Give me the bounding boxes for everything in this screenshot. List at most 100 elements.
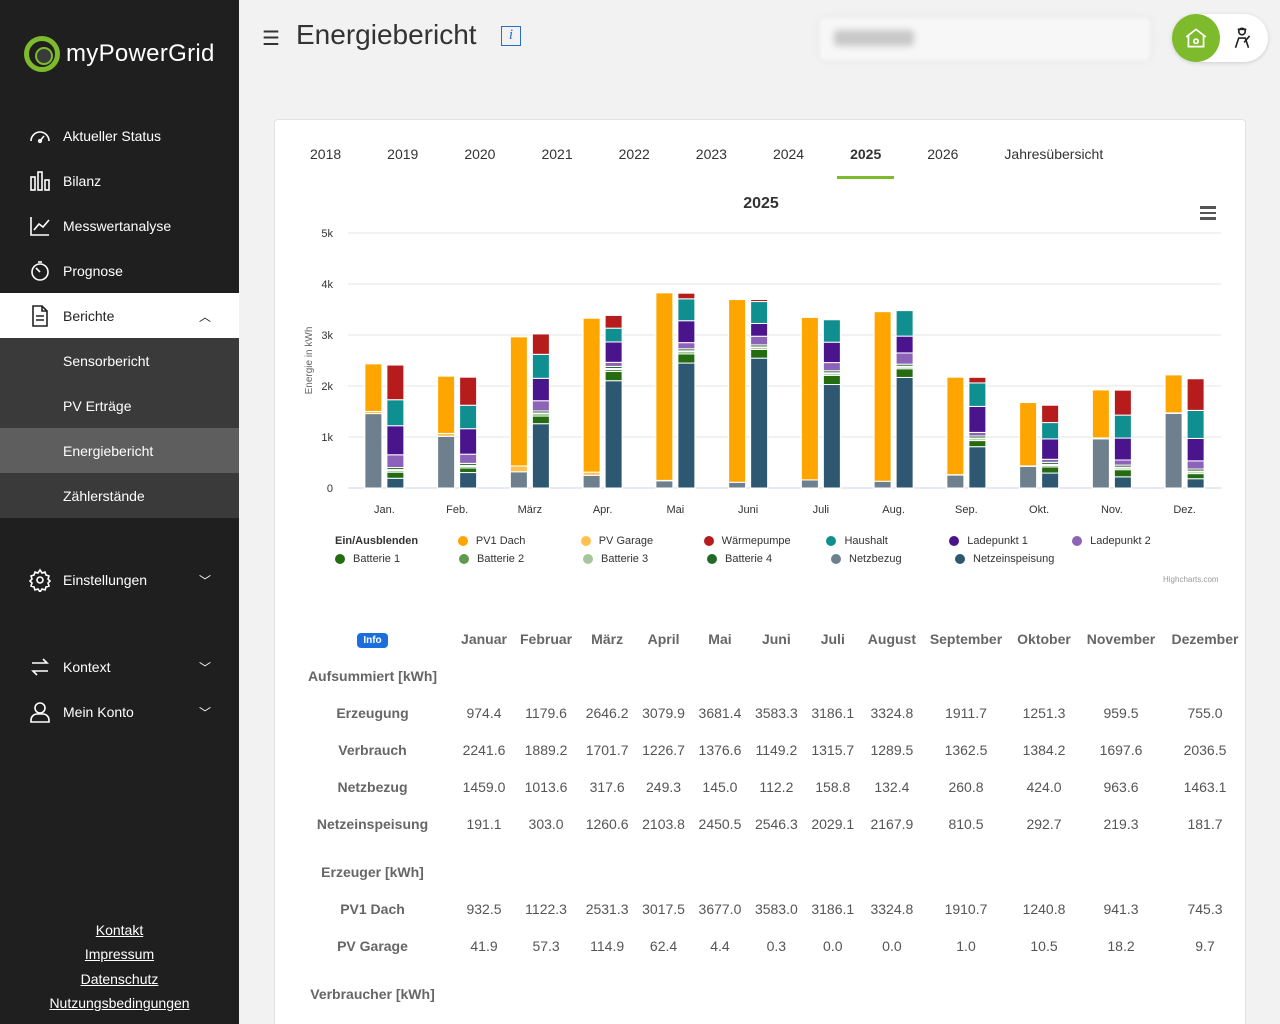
empty-cell <box>572 657 642 694</box>
nav-item-berichte[interactable]: Berichte ︿ <box>0 293 239 338</box>
table-cell: 1.0 <box>956 937 976 954</box>
legend-item[interactable]: PV1 Dach <box>457 532 581 550</box>
legend-dot-icon <box>831 554 841 564</box>
legend-item[interactable]: Haushalt <box>826 532 949 550</box>
legend-dot-icon <box>826 536 837 546</box>
tab-jahresübersicht[interactable]: Jahresübersicht <box>1004 146 1104 162</box>
bar-segment <box>1186 460 1205 470</box>
nav-item-einstellungen[interactable]: Einstellungen ﹀ <box>0 557 239 602</box>
legend-item[interactable]: Wärmepumpe <box>703 532 827 550</box>
bar-segment <box>437 375 456 434</box>
gauge-icon <box>28 124 52 148</box>
y-tick-label: 0 <box>327 483 333 495</box>
link-kontakt[interactable]: Kontakt <box>95 921 144 938</box>
bar-segment <box>946 376 965 476</box>
table-cell: 249.3 <box>646 778 682 795</box>
section-title: Verbraucher [kWh] <box>310 985 435 1002</box>
table-cell: 3079.9 <box>642 704 685 721</box>
bar-segment <box>822 319 841 343</box>
bar-segment <box>750 357 769 489</box>
home-icon[interactable] <box>1172 14 1220 62</box>
bar-chart-icon <box>28 169 52 193</box>
sub-item-energiebericht[interactable]: Energiebericht <box>0 428 239 473</box>
month-header: März <box>591 630 624 647</box>
month-header: Januar <box>461 630 507 647</box>
empty-cell <box>798 975 868 1012</box>
nav-item-kontext[interactable]: Kontext ﹀ <box>0 644 239 689</box>
bar-segment <box>1041 422 1060 440</box>
legend-item[interactable]: Ladepunkt 1 <box>949 532 1072 550</box>
y-axis-label: Energie in kWh <box>304 327 315 395</box>
legend-label: Batterie 2 <box>477 553 525 565</box>
table-corner: Info <box>297 620 448 657</box>
x-tick-label: Feb. <box>446 504 468 516</box>
empty-cell <box>755 853 798 890</box>
tab-2021[interactable]: 2021 <box>541 146 573 162</box>
chevron-down-icon: ﹀ <box>198 706 211 720</box>
section-title: Erzeuger [kWh] <box>321 863 424 880</box>
table-cell: 2546.3 <box>754 815 798 832</box>
mode-toggle[interactable] <box>1172 14 1268 62</box>
legend-item[interactable]: Batterie 4 <box>707 550 831 568</box>
context-selector[interactable] <box>820 18 1150 60</box>
page-title: Energiebericht <box>296 19 477 50</box>
empty-cell <box>916 853 1016 890</box>
legend-item[interactable]: Batterie 1 <box>335 550 459 568</box>
chart-credits[interactable]: Highcharts.com <box>1163 575 1219 584</box>
nav-item-mein-konto[interactable]: Mein Konto ﹀ <box>0 689 239 734</box>
sub-item-zaehlerstaende[interactable]: Zählerstände <box>63 487 145 504</box>
legend-label: Batterie 3 <box>601 553 649 565</box>
tab-2026[interactable]: 2026 <box>927 146 959 162</box>
tab-2020[interactable]: 2020 <box>464 146 496 162</box>
chart-menu-icon[interactable] <box>1200 206 1216 220</box>
menu-toggle-icon[interactable]: ☰ <box>262 28 280 50</box>
legend-label: Netzeinspeisung <box>973 553 1055 565</box>
sub-item-pv-ertraege[interactable]: PV Erträge <box>63 397 132 414</box>
info-badge[interactable]: Info <box>357 632 388 648</box>
nav-item-aktueller-status[interactable]: Aktueller Status <box>0 113 239 158</box>
legend-item[interactable]: Batterie 3 <box>583 550 707 568</box>
link-impressum[interactable]: Impressum <box>84 946 155 963</box>
installer-icon[interactable] <box>1222 18 1262 58</box>
y-tick-label: 5k <box>321 228 333 240</box>
bar-segment <box>1113 437 1132 461</box>
link-nutzungsbedingungen[interactable]: Nutzungsbedingungen <box>49 995 190 1012</box>
link-datenschutz[interactable]: Datenschutz <box>80 970 159 987</box>
tab-2024[interactable]: 2024 <box>772 146 805 162</box>
legend-item[interactable]: Batterie 2 <box>459 550 583 568</box>
legend-item[interactable]: Ladepunkt 2 <box>1072 532 1195 550</box>
bar-segment <box>386 399 405 427</box>
table-cell: 62.4 <box>649 937 678 954</box>
bar-segment <box>459 376 478 406</box>
info-icon[interactable]: i <box>501 26 521 46</box>
nav-item-prognose[interactable]: Prognose <box>0 248 239 293</box>
bar-segment <box>459 453 478 464</box>
legend-label: Batterie 4 <box>725 553 773 565</box>
legend-item[interactable]: Netzeinspeisung <box>955 550 1079 568</box>
tab-2022[interactable]: 2022 <box>618 146 650 162</box>
legend-item[interactable]: PV Garage <box>580 532 704 550</box>
app-logo[interactable]: myPowerGrid <box>24 36 215 72</box>
tab-2025[interactable]: 2025 <box>837 142 895 179</box>
x-tick-label: Apr. <box>593 504 613 516</box>
table-cell: 1701.7 <box>585 741 629 758</box>
legend-item[interactable]: Netzbezug <box>831 550 955 568</box>
tab-2023[interactable]: 2023 <box>695 146 727 162</box>
table-cell: 1289.5 <box>870 741 914 758</box>
sub-item-sensorbericht[interactable]: Sensorbericht <box>63 352 150 369</box>
bar-segment <box>1186 473 1205 480</box>
tab-2018[interactable]: 2018 <box>310 146 342 162</box>
bar-segment <box>1186 378 1205 411</box>
legend-dot-icon <box>457 536 468 546</box>
energy-bar-chart: 0 1k 2k 3k 4k 5k Energie in kWh Jan. Feb. März Apr… <box>304 228 1221 516</box>
empty-cell <box>798 657 868 694</box>
tab-2019[interactable]: 2019 <box>387 146 419 162</box>
legend-label: Ladepunkt 2 <box>1090 535 1151 547</box>
bar-segment <box>655 292 674 481</box>
bar-segment <box>386 477 405 489</box>
nav-item-bilanz[interactable]: Bilanz <box>0 158 239 203</box>
bar-segment <box>604 341 623 363</box>
nav-item-messwertanalyse[interactable]: Messwertanalyse <box>0 203 239 248</box>
nav-label: Einstellungen <box>63 571 148 588</box>
month-header: Juni <box>761 630 791 647</box>
